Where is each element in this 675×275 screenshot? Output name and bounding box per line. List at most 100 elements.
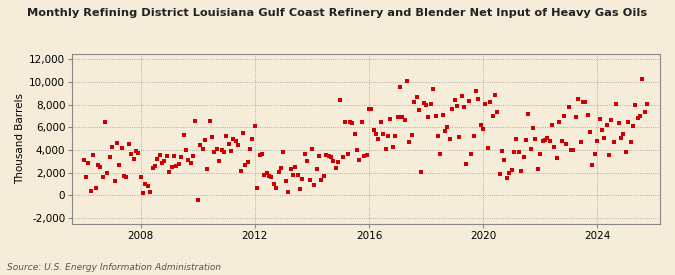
Point xyxy=(494,172,505,176)
Point xyxy=(264,174,275,178)
Point xyxy=(473,97,484,101)
Point xyxy=(383,134,394,138)
Point xyxy=(597,128,608,133)
Point xyxy=(230,139,241,143)
Point xyxy=(157,161,167,166)
Point xyxy=(632,116,643,120)
Point xyxy=(254,153,265,158)
Point xyxy=(625,140,636,144)
Point xyxy=(616,136,626,141)
Point xyxy=(444,136,455,141)
Point xyxy=(242,160,253,164)
Point xyxy=(304,177,315,182)
Point xyxy=(138,190,148,195)
Point xyxy=(556,139,567,143)
Point xyxy=(133,150,144,155)
Point xyxy=(456,94,467,98)
Point xyxy=(250,124,261,128)
Point xyxy=(147,166,158,170)
Point xyxy=(142,184,153,188)
Point xyxy=(150,164,161,169)
Point xyxy=(485,100,495,104)
Point xyxy=(525,146,536,151)
Point xyxy=(442,125,453,129)
Point xyxy=(518,155,529,159)
Point xyxy=(78,158,89,162)
Point xyxy=(316,178,327,182)
Point xyxy=(88,153,99,157)
Point xyxy=(575,140,586,144)
Point xyxy=(333,160,344,164)
Point xyxy=(404,140,415,144)
Point xyxy=(200,138,211,142)
Point xyxy=(223,142,234,147)
Point xyxy=(418,101,429,106)
Point xyxy=(409,100,420,104)
Text: Monthly Refining District Louisiana Gulf Coast Refinery and Blender Net Input of: Monthly Refining District Louisiana Gulf… xyxy=(28,8,647,18)
Point xyxy=(311,167,322,171)
Point xyxy=(530,137,541,141)
Point xyxy=(437,113,448,117)
Point xyxy=(594,116,605,121)
Point xyxy=(606,117,617,122)
Point xyxy=(269,182,279,186)
Point xyxy=(180,148,191,152)
Point xyxy=(124,142,134,146)
Point xyxy=(164,169,175,174)
Point xyxy=(402,79,412,83)
Point xyxy=(528,125,539,130)
Point xyxy=(171,164,182,168)
Point xyxy=(369,128,379,133)
Point xyxy=(542,136,553,140)
Point xyxy=(111,141,122,145)
Point xyxy=(309,183,320,187)
Point xyxy=(238,131,248,135)
Point xyxy=(637,76,648,81)
Point xyxy=(466,152,477,157)
Point xyxy=(221,134,232,138)
Point xyxy=(580,100,591,104)
Point xyxy=(573,96,584,101)
Point xyxy=(561,142,572,146)
Point xyxy=(292,172,303,177)
Point xyxy=(107,145,117,150)
Point xyxy=(414,108,425,112)
Point xyxy=(352,148,362,152)
Point xyxy=(207,135,217,139)
Point xyxy=(547,122,558,127)
Point xyxy=(487,114,498,119)
Point xyxy=(302,159,313,163)
Point xyxy=(430,114,441,118)
Point xyxy=(183,157,194,162)
Point xyxy=(192,198,203,202)
Point xyxy=(551,155,562,160)
Point xyxy=(464,99,475,103)
Point xyxy=(347,120,358,125)
Point xyxy=(105,155,115,159)
Point xyxy=(537,139,548,144)
Point xyxy=(161,154,172,158)
Point xyxy=(228,137,239,141)
Point xyxy=(492,110,503,114)
Point xyxy=(611,102,622,106)
Point xyxy=(435,152,446,156)
Point xyxy=(185,161,196,165)
Point xyxy=(583,112,593,117)
Point xyxy=(116,145,127,150)
Point xyxy=(256,152,267,156)
Point xyxy=(483,145,493,150)
Point xyxy=(216,148,227,152)
Point xyxy=(533,167,543,171)
Point xyxy=(356,120,367,124)
Point xyxy=(514,150,524,154)
Point xyxy=(523,112,534,117)
Point xyxy=(240,163,250,167)
Point xyxy=(128,157,139,161)
Point xyxy=(425,102,436,106)
Point xyxy=(366,107,377,111)
Point xyxy=(387,144,398,149)
Point xyxy=(271,186,281,190)
Point xyxy=(364,107,375,112)
Point xyxy=(589,152,600,156)
Point xyxy=(285,167,296,171)
